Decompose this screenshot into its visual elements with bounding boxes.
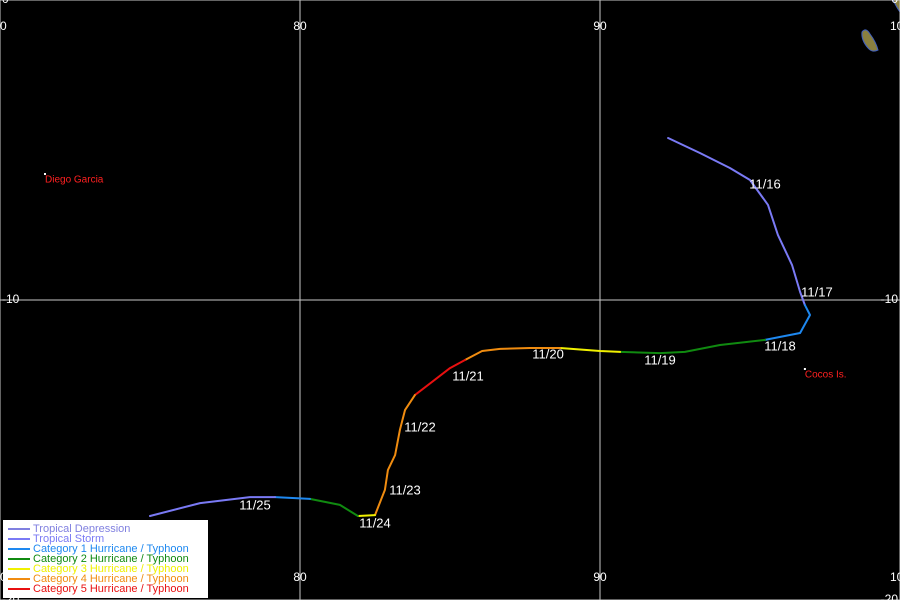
track-segment [559, 347, 622, 353]
legend-label: Category 3 Hurricane / Typhoon [33, 563, 189, 575]
date-label: 11/16 [749, 177, 781, 192]
date-label: 11/24 [359, 516, 391, 531]
lon-tick-label: 90 [593, 570, 607, 584]
island [892, 0, 900, 13]
lon-tick-label: 80 [293, 570, 307, 584]
legend-box [3, 520, 208, 598]
island [861, 29, 879, 52]
legend-label: Category 5 Hurricane / Typhoon [33, 583, 189, 595]
date-label: 11/17 [801, 285, 833, 300]
track-segment [764, 304, 811, 341]
track-segment [413, 359, 466, 397]
place-marker [803, 368, 806, 370]
date-label: 11/21 [452, 369, 484, 384]
place-label: Diego Garcia [45, 175, 104, 186]
place-label: Cocos Is. [805, 370, 847, 381]
date-label: 11/20 [532, 346, 564, 361]
legend-label: Category 2 Hurricane / Typhoon [33, 553, 189, 565]
date-label: 11/23 [389, 483, 421, 498]
lon-tick-label: 100 [890, 570, 900, 584]
track-segment [149, 496, 277, 517]
legend-label: Category 4 Hurricane / Typhoon [33, 573, 189, 585]
lon-tick-label: 90 [593, 19, 607, 33]
date-label: 11/19 [644, 352, 676, 367]
legend-label: Category 1 Hurricane / Typhoon [33, 543, 189, 555]
track-segment [619, 338, 766, 355]
place-marker [44, 173, 46, 175]
legend-label: Tropical Depression [33, 523, 130, 535]
lat-tick-label: 0 [891, 0, 898, 6]
date-label: 11/25 [239, 498, 271, 513]
track-segment [667, 137, 806, 307]
date-label: 11/18 [764, 339, 796, 354]
track-segment [274, 496, 311, 500]
lat-tick-label: -10 [2, 292, 20, 306]
track-segment [374, 394, 416, 517]
legend-label: Tropical Storm [33, 533, 104, 545]
lon-tick-label: 80 [293, 19, 307, 33]
track-segment [356, 514, 376, 517]
date-label: 11/22 [404, 420, 436, 435]
lon-tick-label: 100 [890, 19, 900, 33]
lon-tick-label: 70 [0, 19, 7, 33]
lat-tick-label: -10 [881, 292, 899, 306]
track-segment [308, 497, 359, 517]
track-segment [464, 347, 562, 361]
lat-tick-label: -20 [881, 592, 899, 600]
lat-tick-label: 0 [2, 0, 9, 6]
